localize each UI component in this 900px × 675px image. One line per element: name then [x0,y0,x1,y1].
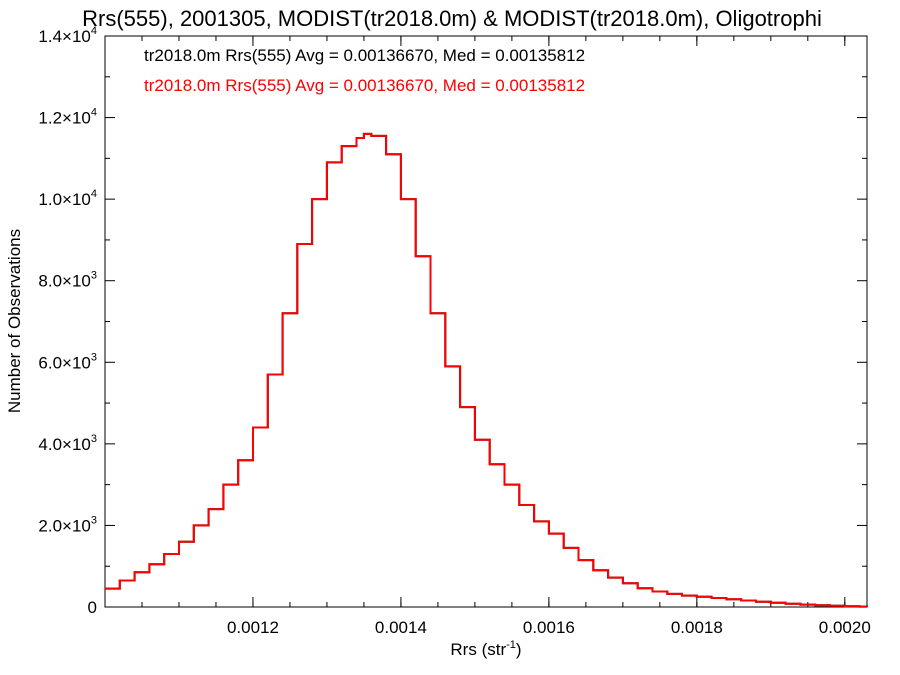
y-tick-label: 1.2×104 [38,107,97,128]
y-tick-label: 8.0×103 [38,270,97,291]
plot-frame [104,35,868,608]
x-tick-label: 0.0014 [375,618,427,637]
y-tick-label: 1.4×104 [38,25,97,46]
x-tick-label: 0.0012 [227,618,279,637]
series-line-black [105,132,868,608]
x-tick-label: 0.0016 [523,618,575,637]
y-tick-label: 6.0×103 [38,351,97,372]
series-line-red [105,132,868,608]
y-tick-label: 1.0×104 [38,188,97,209]
y-axis-label: Number of Observations [5,229,24,413]
x-tick-label: 0.0018 [671,618,723,637]
legend-entry-black: tr2018.0m Rrs(555) Avg = 0.00136670, Med… [144,46,585,65]
series-group [105,132,868,608]
x-axis: 0.0012 0.0014 0.0016 0.0018 0.0020 [141,36,871,637]
x-axis-label: Rrs (str-1) [450,639,521,659]
chart-title: Rrs(555), 2001305, MODIST(tr2018.0m) & M… [82,6,822,31]
legend-entry-red: tr2018.0m Rrs(555) Avg = 0.00136670, Med… [144,76,585,95]
y-axis: 0 2.0×103 4.0×103 6.0×103 8.0×103 1.0×104 1.2×… [38,25,867,617]
y-tick-label: 4.0×103 [38,433,97,454]
y-tick-label: 0 [88,598,97,617]
x-tick-label: 0.0020 [819,618,871,637]
y-tick-label: 2.0×103 [38,514,97,535]
